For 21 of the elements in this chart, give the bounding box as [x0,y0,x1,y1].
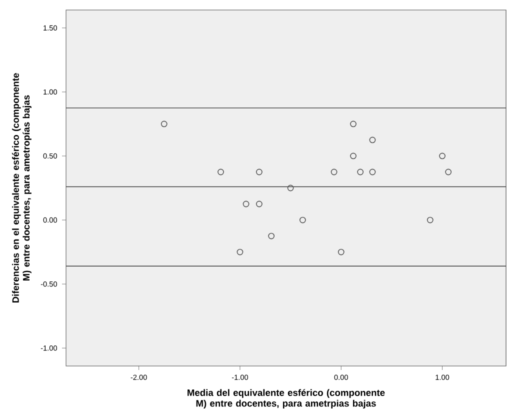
point [350,152,356,160]
point [160,120,168,128]
point [242,200,250,208]
point [369,168,376,176]
point [357,168,364,176]
point [218,168,224,176]
point [256,168,262,176]
point [350,120,356,128]
point [256,200,262,208]
point [338,248,344,256]
point [445,168,452,176]
point [439,152,446,160]
point [330,168,338,176]
point [268,232,275,240]
point [426,216,434,224]
point [299,216,306,224]
y-axis-title: Diferencias en el equivalente esférico (componente M) entre docentes, para ametropías bajas [12,73,32,303]
point [369,136,376,144]
point [287,184,294,192]
x-axis-title: Media del equivalente esférico (componente M) entre docentes, para ametrpias bajas [188,389,385,409]
point [236,248,244,256]
